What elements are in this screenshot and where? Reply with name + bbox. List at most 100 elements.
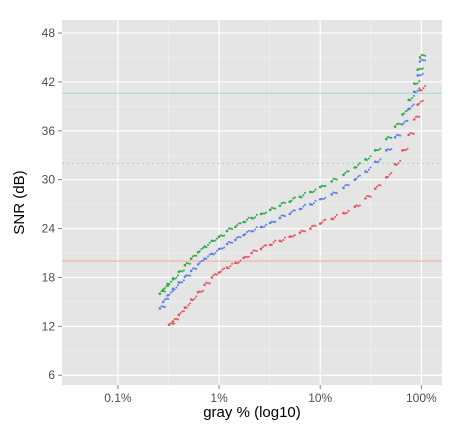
data-point <box>366 194 369 197</box>
data-point <box>200 290 203 293</box>
data-point <box>203 283 206 287</box>
reference-lines <box>62 92 442 262</box>
data-point <box>270 243 273 246</box>
data-point <box>244 255 247 258</box>
data-point <box>166 282 169 286</box>
axis-ticks <box>58 32 422 389</box>
data-point <box>261 212 264 215</box>
x-tick-labels: 0.1% 1% 10% 100% <box>104 391 437 405</box>
data-point <box>407 133 411 137</box>
data-point <box>416 115 419 118</box>
data-point <box>358 174 361 177</box>
data-point <box>409 99 412 102</box>
y-tick-labels: 6 12 18 24 30 36 42 48 <box>42 26 56 382</box>
data-point <box>422 87 425 90</box>
data-point <box>355 204 358 207</box>
data-point <box>403 121 406 124</box>
data-point <box>242 256 245 260</box>
data-point <box>208 241 211 244</box>
data-point <box>344 171 347 174</box>
data-point <box>312 190 315 193</box>
data-point <box>259 212 263 216</box>
data-point <box>223 246 226 249</box>
data-point <box>225 266 229 269</box>
y-tick-label: 42 <box>42 75 56 89</box>
data-point <box>231 262 234 265</box>
data-point <box>259 225 263 229</box>
data-point <box>312 224 315 227</box>
data-point <box>311 225 314 228</box>
data-point <box>182 269 185 272</box>
data-point <box>179 281 182 284</box>
data-point <box>177 313 181 317</box>
data-point <box>412 132 415 135</box>
data-point <box>229 241 232 244</box>
data-point <box>177 281 181 284</box>
data-point <box>421 67 424 70</box>
data-point <box>234 261 237 265</box>
data-point <box>175 317 178 320</box>
data-point <box>416 74 419 77</box>
data-point <box>418 60 422 63</box>
data-point <box>252 249 255 252</box>
data-point <box>414 82 417 85</box>
data-point <box>384 137 388 141</box>
data-point <box>312 202 315 205</box>
data-point <box>272 207 275 210</box>
data-point <box>210 239 214 243</box>
data-point <box>369 195 372 198</box>
data-point <box>373 149 377 152</box>
data-point <box>284 236 287 239</box>
data-point <box>227 267 230 270</box>
data-point <box>171 322 174 325</box>
data-point <box>424 85 427 87</box>
data-point <box>344 184 347 187</box>
data-point <box>282 238 285 241</box>
data-point <box>221 268 224 271</box>
data-point <box>274 207 277 210</box>
data-point <box>202 259 205 262</box>
data-point <box>239 259 242 262</box>
major-gridlines <box>62 20 442 385</box>
data-point <box>205 246 208 249</box>
data-point <box>420 54 423 57</box>
data-point <box>161 288 165 291</box>
data-point <box>290 199 293 202</box>
data-point <box>404 119 407 122</box>
data-point <box>390 171 393 174</box>
data-point <box>216 273 219 276</box>
data-point <box>278 204 282 208</box>
data-point <box>284 215 287 218</box>
data-point <box>225 229 229 233</box>
data-point <box>223 267 226 270</box>
data-point <box>168 293 171 296</box>
data-point <box>320 221 323 224</box>
data-point <box>167 297 170 300</box>
data-point <box>160 290 163 293</box>
data-point <box>187 274 190 277</box>
data-point <box>175 276 178 279</box>
data-point <box>322 185 325 188</box>
data-point <box>268 208 272 212</box>
data-point <box>311 203 314 206</box>
data-point <box>202 289 205 292</box>
data-point <box>411 132 414 135</box>
data-point <box>189 262 192 265</box>
data-points <box>158 54 427 327</box>
data-point <box>320 184 323 187</box>
data-point <box>397 162 400 165</box>
data-point <box>189 274 192 277</box>
data-point <box>304 230 307 233</box>
data-point <box>171 276 175 280</box>
data-point <box>355 177 358 180</box>
data-point <box>227 240 230 243</box>
data-point <box>208 282 211 285</box>
data-point <box>367 157 370 160</box>
data-point <box>399 134 402 137</box>
data-point <box>169 322 172 325</box>
data-point <box>330 217 334 221</box>
data-point <box>171 320 175 323</box>
data-point <box>390 136 393 139</box>
data-point <box>342 173 345 177</box>
data-point <box>166 294 169 297</box>
